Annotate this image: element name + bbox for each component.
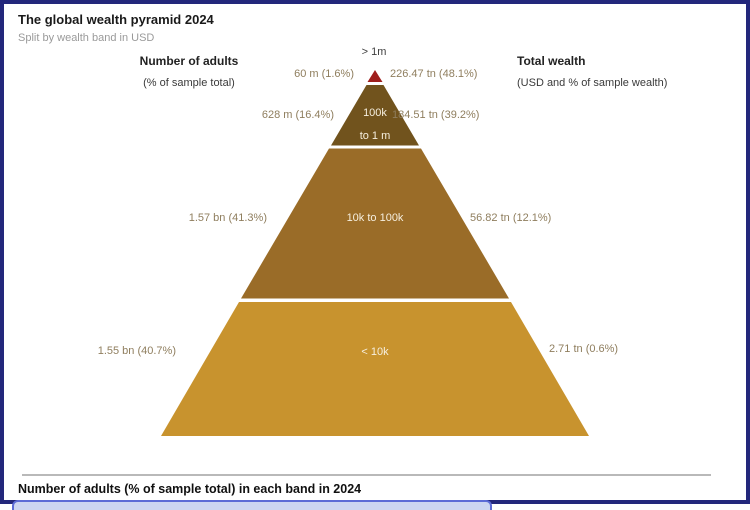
wealth-column-subtitle: (USD and % of sample wealth) [517, 77, 668, 89]
adults-column-title: Number of adults [139, 54, 239, 68]
page-subtitle: Split by wealth band in USD [18, 32, 155, 44]
band-10k-100k-label: 10k to 100k [346, 212, 404, 224]
adults-column-subtitle: (% of sample total) [143, 77, 235, 89]
band-gt-1m-label: > 1m [361, 46, 387, 58]
band-100k-1m-adults: 628 m (16.4%) [261, 109, 334, 121]
page-title: The global wealth pyramid 2024 [18, 12, 214, 27]
pyramid-chart [161, 70, 589, 436]
footer-divider [22, 474, 711, 476]
pyramid-segment-10k-100k[interactable] [241, 148, 509, 299]
next-section-peek[interactable] [12, 500, 492, 510]
pyramid-segment-100k-1m[interactable] [331, 85, 419, 146]
band-100k-1m-label-line1: 100k [363, 107, 387, 119]
wealth-column-title: Total wealth [517, 54, 586, 68]
band-lt-10k-label: < 10k [361, 346, 389, 358]
footer-caption: Number of adults (% of sample total) in … [18, 482, 362, 496]
band-gt-1m-adults: 60 m (1.6%) [294, 68, 354, 80]
pyramid-segment-gt-1m[interactable] [367, 70, 383, 82]
report-card: The global wealth pyramid 2024 Split by … [4, 4, 746, 510]
band-10k-100k-wealth: 56.82 tn (12.1%) [470, 212, 552, 224]
band-100k-1m-wealth: 184.51 tn (39.2%) [392, 109, 480, 121]
band-lt-10k-wealth: 2.71 tn (0.6%) [549, 343, 619, 355]
band-gt-1m-wealth: 226.47 tn (48.1%) [390, 68, 478, 80]
band-lt-10k-adults: 1.55 bn (40.7%) [97, 345, 176, 357]
band-100k-1m-label-line2: to 1 m [359, 130, 391, 142]
pyramid-segment-lt-10k[interactable] [161, 302, 589, 436]
band-10k-100k-adults: 1.57 bn (41.3%) [188, 212, 267, 224]
